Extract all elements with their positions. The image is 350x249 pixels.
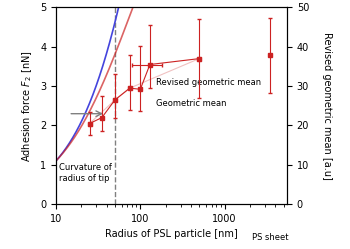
Text: Curvature of
radius of tip: Curvature of radius of tip	[60, 163, 112, 183]
Text: Geometric mean: Geometric mean	[156, 99, 227, 108]
Y-axis label: Revised geometric mean [a.u]: Revised geometric mean [a.u]	[322, 32, 331, 180]
Text: PS sheet: PS sheet	[252, 233, 289, 242]
X-axis label: Radius of PSL particle [nm]: Radius of PSL particle [nm]	[105, 230, 238, 240]
Y-axis label: Adhesion force $F_2$ [nN]: Adhesion force $F_2$ [nN]	[21, 50, 34, 162]
Text: Revised geometric mean: Revised geometric mean	[156, 78, 261, 87]
